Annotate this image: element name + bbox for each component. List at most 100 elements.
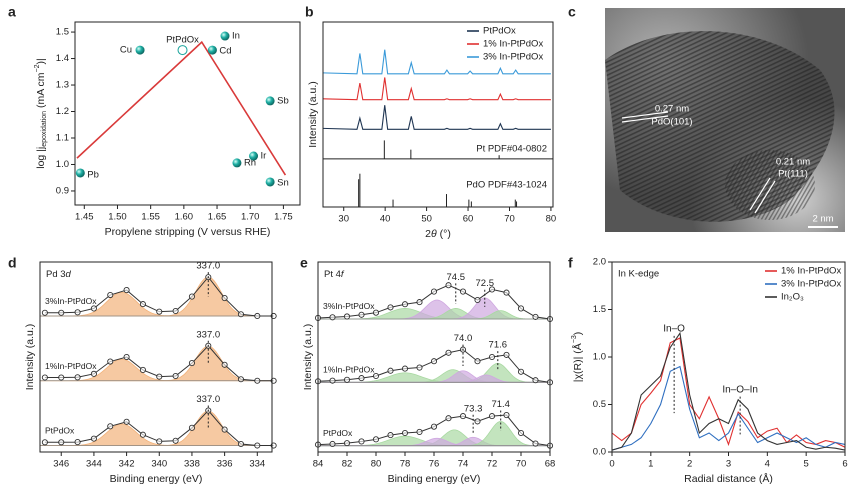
y-tick-label: 1.1: [56, 133, 69, 144]
data-point: [237, 311, 245, 318]
y-axis-label: log |jepoxidation (mA cm−2)|: [34, 58, 48, 169]
point-label: Sb: [277, 95, 289, 106]
data-point: [445, 349, 452, 356]
data-point: [372, 436, 380, 443]
y-tick-label: 0.0: [593, 447, 606, 458]
series-label: 1%In-PtPdOx: [45, 361, 97, 371]
data-point: [329, 377, 336, 384]
peak-label: 72.5: [476, 278, 495, 289]
y-tick-label: 1.5: [593, 304, 606, 315]
x-axis-label: 2θ (°): [425, 228, 451, 240]
data-point: [156, 438, 163, 445]
x-tick-label: 84: [313, 459, 324, 470]
data-point: [358, 438, 365, 445]
point-label: In: [232, 31, 240, 42]
x-tick-label: 80: [371, 459, 382, 470]
data-point: [74, 309, 81, 316]
y-axis-label: Intensity (a.u.): [302, 324, 314, 391]
legend-label: 3% In-PtPdOx: [781, 279, 841, 290]
data-point: [343, 376, 351, 383]
legend-label: In₂O₃: [781, 292, 804, 303]
data-point: [58, 439, 65, 446]
data-point: [532, 377, 539, 384]
x-tick-label: 5: [804, 459, 809, 470]
data-point: [123, 353, 130, 361]
x-tick-label: 4: [765, 459, 770, 470]
x-tick-label: 1.60: [175, 212, 194, 223]
data-point: [372, 309, 380, 316]
data-point: [503, 412, 510, 419]
data-point: [172, 307, 179, 315]
x-tick-label: 1.65: [208, 212, 227, 223]
data-point: [139, 431, 146, 438]
data-point: [188, 359, 195, 367]
y-tick-label: 0.5: [593, 399, 606, 410]
reference-label: PdO PDF#43-1024: [466, 180, 547, 191]
point: [265, 177, 275, 187]
image-annotation: 0.27 nm: [655, 104, 689, 115]
data-point: [90, 305, 97, 312]
x-tick-label: 340: [151, 459, 167, 470]
panel-label: b: [305, 4, 314, 20]
text-part: f: [341, 269, 345, 280]
text-part: θ: [431, 228, 437, 240]
data-point: [430, 423, 438, 430]
point: [265, 96, 275, 106]
data-point: [416, 299, 423, 306]
series-line: [322, 77, 551, 101]
series-line: [322, 105, 551, 130]
series-line: [611, 365, 846, 451]
x-tick-label: 1.45: [75, 212, 94, 223]
data-point: [387, 432, 394, 439]
point: [207, 45, 217, 55]
data-point: [107, 423, 114, 430]
data-point: [221, 295, 228, 302]
x-tick-label: 72: [487, 459, 498, 470]
y-axis-label: Intensity (a.u.): [24, 324, 36, 391]
panel-title: Pt 4f: [324, 269, 345, 280]
data-point: [445, 282, 452, 289]
data-point: [358, 375, 365, 382]
tem-image: [605, 8, 845, 232]
data-point: [488, 353, 496, 361]
x-tick-label: 2: [687, 459, 692, 470]
data-point: [41, 439, 48, 446]
x-axis-label: Radial distance (Å): [684, 472, 773, 485]
x-tick-label: 70: [504, 214, 515, 225]
point-label: Sn: [277, 177, 289, 188]
data-point: [503, 289, 510, 296]
trend-line: [76, 40, 287, 176]
x-tick-label: 40: [380, 214, 391, 225]
peak-label: 74.0: [454, 333, 473, 344]
x-tick-label: 50: [421, 214, 432, 225]
text-part: (°): [437, 228, 451, 240]
annotation-label: In–O–In: [722, 384, 758, 395]
data-point: [139, 366, 146, 374]
x-tick-label: 3: [726, 459, 731, 470]
data-point: [430, 288, 438, 295]
data-point: [401, 429, 409, 437]
x-axis-label: Binding energy (eV): [388, 473, 481, 485]
data-point: [41, 309, 48, 316]
data-point: [459, 288, 467, 295]
series-label: 3%In-PtPdOx: [323, 301, 375, 311]
text-part: 2: [425, 228, 431, 240]
text-part: (mA cm: [35, 72, 47, 111]
data-point: [387, 304, 394, 311]
y-axis-label: |χ(R)| (Å−3): [571, 332, 584, 382]
peak-label: 337.0: [196, 329, 220, 340]
point: [232, 158, 242, 168]
panel-title: Pd 3d: [46, 269, 72, 280]
data-point: [329, 314, 336, 321]
data-point: [532, 313, 539, 320]
data-point: [459, 413, 467, 420]
x-tick-label: 60: [463, 214, 474, 225]
panel-label: d: [8, 255, 17, 271]
series-line: [611, 331, 846, 451]
x-tick-label: 6: [842, 459, 847, 470]
data-point: [221, 361, 228, 368]
legend-label: 3% In-PtPdOx: [483, 52, 543, 63]
plot-frame: [317, 261, 551, 453]
data-point: [254, 312, 261, 320]
data-point: [90, 435, 97, 442]
